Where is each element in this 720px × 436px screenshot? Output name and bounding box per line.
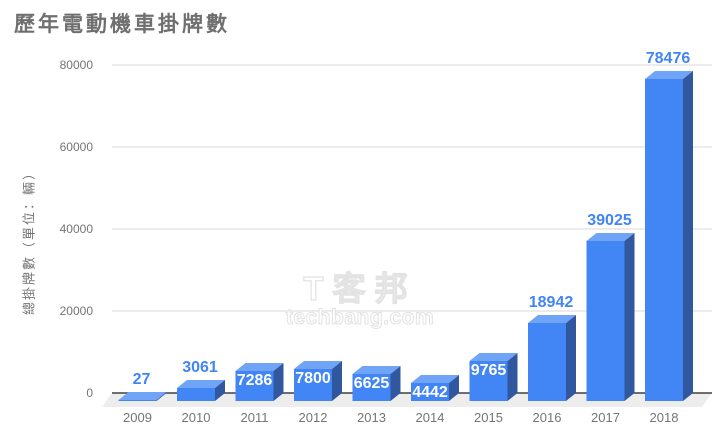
bar-top-face xyxy=(177,380,225,388)
bar-2010: 3061 xyxy=(177,359,225,401)
x-tick-label-2009: 2009 xyxy=(123,410,152,425)
x-tick-label-2010: 2010 xyxy=(182,410,211,425)
bar-value-label: 7286 xyxy=(237,372,273,389)
bar-side-face xyxy=(390,366,401,401)
bar-side-face xyxy=(683,71,693,401)
bar-2013: 6625 xyxy=(352,366,401,401)
bar-top-face xyxy=(528,315,576,323)
x-tick-label-2016: 2016 xyxy=(533,410,562,425)
bar-front-face xyxy=(645,79,683,401)
bar-side-face xyxy=(624,233,635,401)
chart-title: 歷年電動機車掛牌數 xyxy=(14,13,230,36)
bar-2018: 78476 xyxy=(645,50,693,401)
bar-2009: 27 xyxy=(118,371,167,401)
bar-2014: 4442 xyxy=(411,375,459,401)
bar-front-face xyxy=(352,374,391,401)
bar-top-face xyxy=(469,353,518,361)
bar-top-face xyxy=(294,361,342,369)
bar-front-face xyxy=(294,369,332,401)
bar-front-face xyxy=(118,400,157,401)
bar-top-face xyxy=(586,233,635,241)
y-tick-label-80000: 80000 xyxy=(60,58,94,72)
bar-value-label: 6625 xyxy=(354,375,390,392)
bar-value-label: 7800 xyxy=(295,370,331,387)
y-tick-label-40000: 40000 xyxy=(60,222,94,236)
bar-2015: 9765 xyxy=(469,353,518,401)
bar-side-face xyxy=(273,363,284,401)
bar-value-label: 9765 xyxy=(471,362,507,379)
bar-front-face xyxy=(586,241,625,401)
bar-top-face xyxy=(411,375,459,383)
bar-side-face xyxy=(449,375,459,401)
bar-side-face xyxy=(215,380,225,401)
x-tick-label-2015: 2015 xyxy=(474,410,503,425)
bar-top-face xyxy=(352,366,401,374)
bar-2012: 7800 xyxy=(294,361,342,401)
bar-value-label: 3061 xyxy=(182,359,218,376)
bar-top-face xyxy=(645,71,693,79)
bar-side-face xyxy=(566,315,576,401)
bar-side-face xyxy=(507,353,518,401)
bar-side-face xyxy=(156,392,167,401)
bar-value-label: 39025 xyxy=(587,212,632,229)
x-tick-label-2011: 2011 xyxy=(241,410,269,425)
bar-2011: 7286 xyxy=(235,363,284,401)
x-tick-label-2013: 2013 xyxy=(357,410,386,425)
x-tick-label-2018: 2018 xyxy=(650,410,679,425)
y-tick-label-20000: 20000 xyxy=(60,304,94,318)
bar-front-face xyxy=(235,371,274,401)
x-tick-label-2012: 2012 xyxy=(299,410,328,425)
bar-top-face xyxy=(118,392,167,400)
bar-front-face xyxy=(528,323,566,401)
bar-front-face xyxy=(177,388,215,401)
x-tick-label-2014: 2014 xyxy=(416,410,445,425)
bar-side-face xyxy=(332,361,342,401)
y-tick-label-60000: 60000 xyxy=(60,140,94,154)
y-tick-label-0: 0 xyxy=(86,386,93,400)
bar-2016: 18942 xyxy=(528,294,576,401)
bar-front-face xyxy=(411,383,449,401)
bar-top-face xyxy=(235,363,284,371)
x-tick-label-2017: 2017 xyxy=(591,410,620,425)
bar-2017: 39025 xyxy=(586,212,635,401)
bar-value-label: 78476 xyxy=(646,50,691,67)
bar-value-label: 18942 xyxy=(529,294,574,311)
bar-value-label: 4442 xyxy=(412,384,448,401)
bar-front-face xyxy=(469,361,508,401)
bar-value-label: 27 xyxy=(133,371,151,388)
